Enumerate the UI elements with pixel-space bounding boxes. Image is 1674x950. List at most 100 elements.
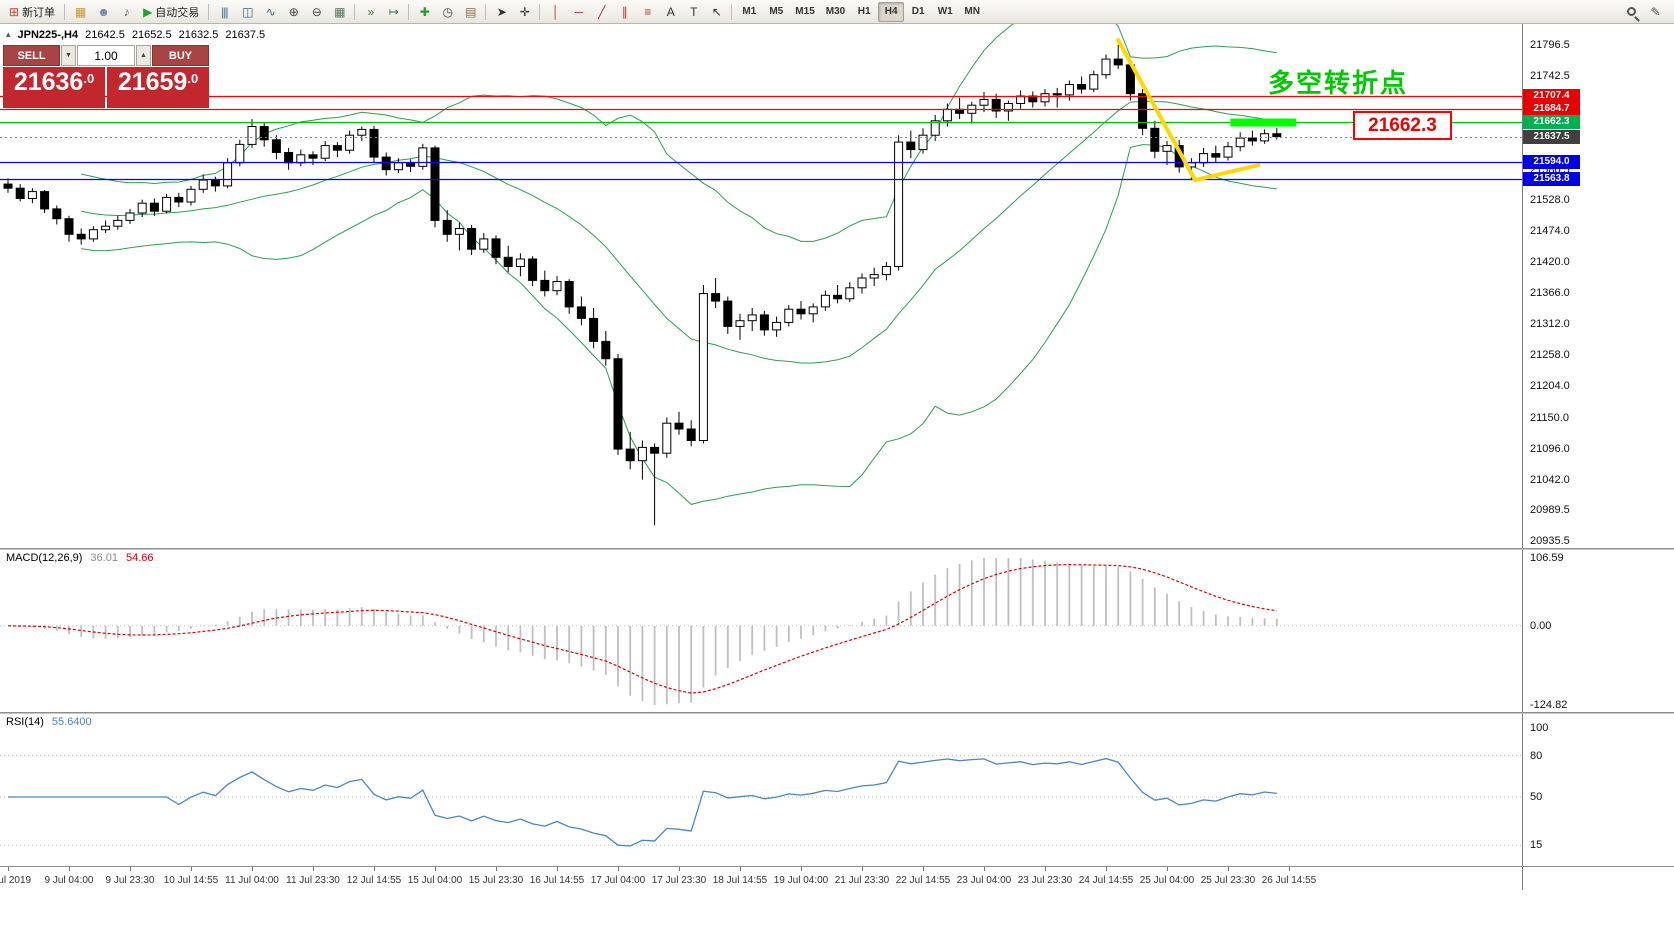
- collapse-triangle-icon[interactable]: ▴: [6, 29, 11, 39]
- panel-resize-handle[interactable]: [0, 712, 1674, 714]
- rsi-label: RSI(14) 55.6400: [6, 716, 92, 728]
- zoom-out-icon[interactable]: ⊖: [305, 2, 327, 22]
- chart-shift-icon[interactable]: ↦: [382, 2, 404, 22]
- macd-axis-label: -124.82: [1530, 699, 1568, 711]
- volume-increase-button[interactable]: ▲: [136, 45, 151, 66]
- time-axis-tick: [801, 867, 802, 871]
- volume-input[interactable]: 1.00: [77, 45, 135, 66]
- new-order-button-label: 新订单: [22, 6, 56, 19]
- autotrading-glyph: ▶: [143, 4, 152, 19]
- sell-button[interactable]: SELL: [3, 45, 60, 66]
- rsi-panel[interactable]: [0, 714, 1522, 866]
- line-chart-icon[interactable]: ∿: [259, 2, 281, 22]
- crosshair-icon-glyph: ✛: [519, 4, 530, 19]
- chart-background[interactable]: [0, 24, 1522, 548]
- macd-panel[interactable]: [0, 550, 1522, 712]
- timeframe-w1-button[interactable]: W1: [937, 6, 953, 17]
- timeframe-m30-button[interactable]: M30: [825, 6, 846, 17]
- rsi-axis-label: 15: [1530, 839, 1543, 852]
- rsi-line: [8, 757, 1277, 847]
- candlestick-chart-icon[interactable]: ◫: [236, 2, 258, 22]
- timeframe-m15-button[interactable]: M15: [795, 6, 815, 17]
- rsi-background[interactable]: [0, 714, 1522, 866]
- candlestick-series[interactable]: [3, 45, 1282, 526]
- horizontal-line-icon[interactable]: ─: [567, 2, 589, 22]
- price-axis-label: 20989.5: [1530, 503, 1570, 516]
- time-axis-label: 23 Jul 23:30: [1017, 875, 1073, 886]
- macd-background[interactable]: [0, 550, 1522, 712]
- text-icon[interactable]: A: [659, 2, 681, 22]
- auto-scroll-icon[interactable]: »: [359, 2, 381, 22]
- rsi-value: 55.6400: [51, 716, 92, 728]
- timeframe-d1-button[interactable]: D1: [911, 6, 925, 17]
- price-axis-label: 21312.0: [1530, 318, 1570, 331]
- new-order-button[interactable]: ⊞ 新订单: [4, 2, 60, 22]
- time-axis-tick: [374, 867, 375, 871]
- rsi-name: RSI(14): [6, 716, 44, 728]
- time-axis-label: 23 Jul 04:00: [956, 875, 1012, 886]
- symbol-timeframe: JPN225-,H4: [17, 29, 79, 41]
- timeframe-m5-button[interactable]: M5: [769, 6, 784, 17]
- bar-chart-icon-glyph: |||: [221, 4, 228, 19]
- timeframe-mn-button[interactable]: MN: [964, 6, 980, 17]
- edit-icon[interactable]: ✎: [1644, 2, 1666, 22]
- fibonacci-icon[interactable]: ≡: [636, 2, 658, 22]
- sell-price[interactable]: 21636.0: [3, 67, 105, 108]
- price-chart[interactable]: [0, 24, 1522, 548]
- periods-icon[interactable]: ◷: [436, 2, 458, 22]
- one-click-trading-panel: SELL ▼ 1.00 ▲ BUY 21636.0 21659.0: [3, 45, 209, 108]
- annotation-note[interactable]: 多空转折点: [1268, 68, 1409, 98]
- alerts-icon[interactable]: ♪: [115, 2, 137, 22]
- cursor-icon[interactable]: ➤: [490, 2, 512, 22]
- channel-icon[interactable]: ∥: [613, 2, 635, 22]
- profiles-icon[interactable]: ☻: [92, 2, 114, 22]
- panel-resize-handle[interactable]: [0, 548, 1674, 550]
- vertical-line-icon[interactable]: │: [544, 2, 566, 22]
- macd-name: MACD(12,26,9): [6, 552, 83, 564]
- trend-annotation-line[interactable]: [1116, 38, 1261, 183]
- zoom-in-icon[interactable]: ⊕: [282, 2, 304, 22]
- tile-windows-icon[interactable]: ▦: [328, 2, 350, 22]
- indicators-icon[interactable]: ✚: [413, 2, 435, 22]
- price-callout-box[interactable]: 21662.3: [1353, 111, 1452, 140]
- time-axis-label: 17 Jul 23:30: [651, 875, 707, 886]
- close-value: 21637.5: [225, 29, 266, 41]
- price-axis-label: 21474.0: [1530, 224, 1570, 237]
- crosshair-icon[interactable]: ✛: [513, 2, 535, 22]
- toolbar-separator: [485, 3, 487, 20]
- timeframe-h1-button[interactable]: H1: [857, 6, 871, 17]
- level-highlight[interactable]: [1230, 118, 1297, 127]
- rsi-axis-label: 80: [1530, 749, 1543, 762]
- timeframe-m1-button[interactable]: M1: [742, 6, 757, 17]
- time-axis-tick: [191, 867, 192, 871]
- volume-decrease-button[interactable]: ▼: [61, 45, 76, 66]
- bar-chart-icon[interactable]: |||: [213, 2, 235, 22]
- vertical-line-icon-glyph: │: [552, 4, 559, 19]
- time-axis-label: 24 Jul 14:55: [1078, 875, 1134, 886]
- templates-icon[interactable]: ▤: [459, 2, 481, 22]
- trendline-icon[interactable]: ╱: [590, 2, 612, 22]
- price-axis-label: 21528.0: [1530, 193, 1570, 206]
- text-icon-glyph: A: [666, 4, 675, 19]
- tile-windows-icon-glyph: ▦: [334, 4, 345, 19]
- timeframe-h4-button[interactable]: H4: [878, 1, 905, 22]
- time-axis-divider: [0, 866, 1674, 867]
- price-axis-label: 21796.5: [1530, 39, 1570, 51]
- buy-price[interactable]: 21659.0: [107, 67, 209, 108]
- price-axis-label: 21258.0: [1530, 349, 1570, 362]
- price-axis[interactable]: 21796.5 21742.5 21580.5 21528.0 21474.0 21420…: [1522, 24, 1674, 890]
- price-tag-21563.8: 21563.8: [1523, 172, 1580, 187]
- arrows-icon[interactable]: ↖: [705, 2, 727, 22]
- charts-icon[interactable]: ▦: [69, 2, 91, 22]
- time-axis-tick: [618, 867, 619, 871]
- price-tag-21662.3: 21662.3: [1523, 115, 1580, 130]
- time-axis[interactable]: 8 Jul 2019 9 Jul 04:00 9 Jul 23:30 10 Jul 1…: [0, 867, 1522, 890]
- text-label-icon[interactable]: T: [682, 2, 704, 22]
- autotrading-button[interactable]: ▶ 自动交易: [138, 2, 204, 22]
- time-axis-label: 19 Jul 04:00: [773, 875, 829, 886]
- time-axis-tick: [1106, 867, 1107, 871]
- search-icon[interactable]: [1620, 2, 1642, 22]
- buy-button[interactable]: BUY: [152, 45, 209, 66]
- buy-price-main: 21659: [117, 68, 188, 96]
- time-axis-tick: [1045, 867, 1046, 871]
